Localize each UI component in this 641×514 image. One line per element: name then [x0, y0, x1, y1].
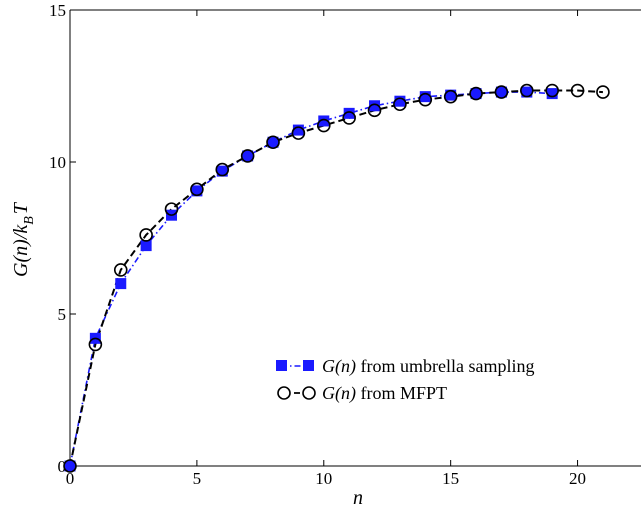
- data-point-s0-7: [242, 150, 254, 162]
- data-point-s0-2: [115, 278, 127, 290]
- y-axis-label-main: G(n)/k: [10, 224, 32, 277]
- axis-ticks: 0 5 10 15 20 0 5 10 15: [49, 1, 586, 488]
- plot-frame: [69, 9, 641, 467]
- data-point-s0-19: [546, 88, 558, 100]
- data-point-s1-6: [215, 162, 230, 177]
- y-tick-label-3: 15: [49, 1, 66, 20]
- data-point-s0-3: [140, 240, 152, 252]
- x-tick-label-0: 0: [66, 469, 75, 488]
- legend-marker-mfpt-1: [277, 386, 291, 400]
- data-point-s1-16: [469, 86, 483, 101]
- data-point-s1-13: [393, 97, 407, 112]
- data-point-s1-17: [494, 85, 509, 99]
- data-point-s0-16: [470, 88, 482, 100]
- legend-marker-umbrella-2: [303, 360, 314, 371]
- x-axis-label: n: [353, 487, 363, 509]
- data-point-s0-0: [64, 460, 76, 472]
- data-point-s1-9: [291, 126, 306, 140]
- data-point-s1-11: [342, 111, 356, 125]
- y-axis-label-sub: B: [22, 216, 37, 225]
- y-axis-label: G(n)/kBT: [10, 201, 37, 277]
- data-point-s1-5: [190, 182, 204, 197]
- x-tick-label-3: 15: [442, 469, 459, 488]
- series-lines: [69, 89, 603, 467]
- legend-entry-umbrella: G(n) from umbrella sampling: [276, 356, 534, 377]
- series-line-0: [69, 91, 553, 467]
- data-point-s1-4: [164, 202, 179, 216]
- legend-label-umbrella: G(n) from umbrella sampling: [322, 356, 534, 377]
- data-point-s0-9: [292, 124, 304, 136]
- series-markers: [63, 83, 610, 473]
- x-tick-label-4: 20: [569, 469, 586, 488]
- data-point-s0-18: [521, 86, 533, 98]
- legend-entry-mfpt: G(n) from MFPT: [277, 383, 447, 404]
- data-point-s1-7: [240, 149, 255, 163]
- x-tick-label-1: 5: [193, 469, 202, 488]
- data-point-s0-10: [318, 115, 330, 127]
- series-line-1: [69, 89, 603, 467]
- y-tick-label-1: 5: [58, 305, 67, 324]
- data-point-s1-14: [418, 92, 433, 107]
- legend-label-umbrella-rest: from umbrella sampling: [356, 356, 534, 376]
- legend-label-mfpt-rest: from MFPT: [356, 383, 447, 403]
- data-point-s0-8: [267, 136, 279, 148]
- data-point-s1-10: [316, 118, 331, 133]
- legend-marker-mfpt-2: [302, 386, 316, 400]
- data-point-s1-15: [443, 89, 458, 104]
- data-point-s0-5: [191, 185, 203, 197]
- data-point-s1-8: [266, 135, 280, 150]
- data-point-s0-12: [369, 100, 381, 112]
- data-point-s0-13: [394, 95, 406, 107]
- data-point-s1-2: [113, 263, 128, 277]
- legend-label-mfpt: G(n) from MFPT: [322, 383, 447, 404]
- data-point-s1-21: [596, 85, 610, 99]
- data-point-s0-6: [216, 165, 228, 177]
- data-point-s0-15: [445, 89, 457, 101]
- legend-label-mfpt-italic: G(n): [322, 383, 356, 404]
- data-point-s0-14: [419, 91, 431, 103]
- data-point-s1-20: [570, 83, 585, 98]
- y-tick-label-0: 0: [58, 457, 67, 476]
- data-point-s0-11: [343, 107, 355, 119]
- data-point-s1-0: [63, 459, 77, 473]
- y-tick-label-2: 10: [49, 153, 66, 172]
- legend-label-umbrella-italic: G(n): [322, 356, 356, 377]
- data-point-s0-17: [495, 86, 507, 98]
- data-point-s1-1: [88, 337, 103, 352]
- y-axis-label-tail: T: [10, 201, 32, 214]
- legend-marker-umbrella-1: [276, 360, 287, 371]
- data-point-s1-18: [519, 83, 534, 98]
- data-point-s1-19: [545, 83, 559, 98]
- x-tick-label-2: 10: [315, 469, 332, 488]
- data-point-s1-3: [139, 228, 153, 242]
- legend: G(n) from umbrella sampling G(n) from MF…: [276, 356, 534, 404]
- data-point-s1-12: [367, 103, 382, 118]
